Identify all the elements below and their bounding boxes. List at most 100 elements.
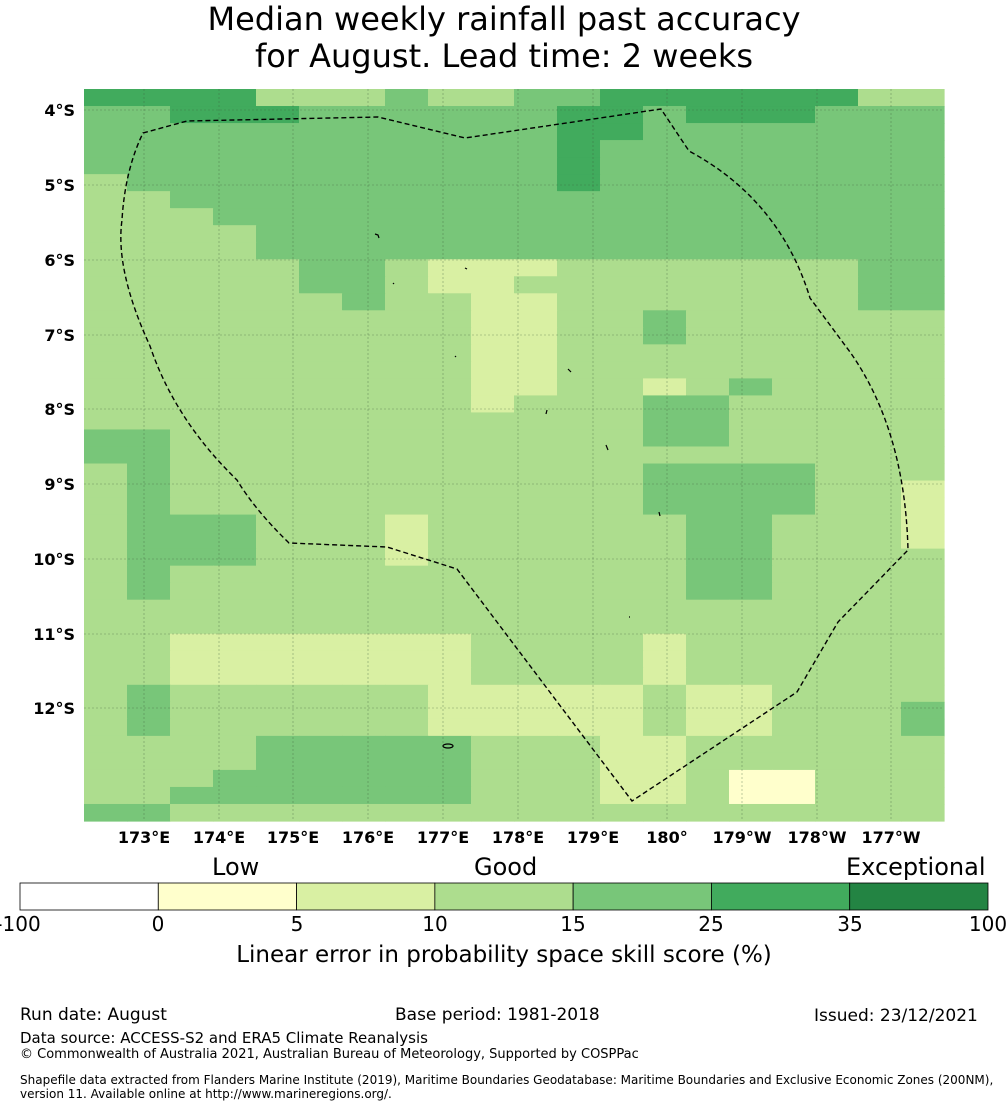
grid-cell (772, 599, 816, 618)
grid-cell (299, 531, 343, 550)
grid-cell (815, 735, 859, 754)
grid-cell (901, 565, 945, 584)
grid-cell (471, 140, 515, 158)
grid-cell (256, 480, 300, 499)
colorbar-tick-label: 100 (968, 912, 1008, 936)
grid-cell (815, 480, 859, 499)
grid-cell (471, 650, 515, 669)
grid-cell (729, 514, 773, 533)
grid-cell (256, 531, 300, 550)
grid-cell (213, 174, 257, 192)
grid-cell (256, 650, 300, 669)
grid-cell (84, 395, 128, 414)
grid-cell (385, 497, 429, 516)
grid-cell (858, 429, 902, 448)
grid-cell (901, 463, 945, 482)
grid-cell (428, 106, 472, 124)
grid-cell (772, 531, 816, 550)
grid-cell (686, 140, 730, 158)
grid-cell (127, 106, 171, 124)
colorbar-segment (711, 882, 851, 911)
longitude-label: 179°E (567, 828, 619, 847)
grid-cell (557, 548, 601, 567)
grid-cell (428, 786, 472, 805)
grid-cell (471, 497, 515, 516)
grid-cell (858, 684, 902, 703)
data-source: Data source: ACCESS-S2 and ERA5 Climate … (20, 1029, 428, 1047)
grid-cell (84, 174, 128, 192)
grid-cell (858, 344, 902, 362)
grid-cell (299, 293, 343, 311)
grid-cell (84, 599, 128, 618)
grid-cell (643, 497, 687, 516)
grid-cell (428, 395, 472, 414)
grid-cell (686, 565, 730, 584)
grid-cell (471, 106, 515, 124)
grid-cell (127, 89, 171, 107)
grid-cell (643, 191, 687, 209)
grid-cell (901, 361, 945, 379)
grid-cell (256, 157, 300, 175)
grid-cell (471, 191, 515, 209)
grid-cell (213, 667, 257, 686)
grid-cell (600, 667, 644, 686)
grid-cell (643, 735, 687, 754)
grid-cell (342, 429, 386, 448)
grid-cell (256, 310, 300, 328)
grid-cell (514, 412, 558, 431)
grid-cell (342, 650, 386, 669)
colorbar-tick-label: 5 (290, 912, 304, 936)
grid-cell (729, 650, 773, 669)
grid-cell (471, 769, 515, 788)
grid-cell (557, 242, 601, 260)
island-shape (567, 368, 572, 373)
grid-cell (170, 582, 214, 601)
grid-cell (256, 378, 300, 397)
grid-cell (643, 463, 687, 482)
grid-cell (213, 412, 257, 431)
grid-cell (127, 786, 171, 805)
shapefile-credit-line1: Shapefile data extracted from Flanders M… (20, 1073, 994, 1087)
grid-cell (127, 157, 171, 175)
grid-cell (385, 412, 429, 431)
grid-cell (772, 769, 816, 788)
grid-cell (213, 344, 257, 362)
grid-cell (729, 259, 773, 277)
grid-cell (84, 684, 128, 703)
grid-cell (858, 701, 902, 720)
grid-cell (686, 667, 730, 686)
grid-cell (299, 599, 343, 618)
grid-cell (686, 633, 730, 652)
grid-cell (385, 191, 429, 209)
grid-cell (256, 123, 300, 141)
grid-cell (428, 531, 472, 550)
grid-cell (514, 242, 558, 260)
grid-cell (127, 752, 171, 771)
grid-cell (471, 174, 515, 192)
grid-cell (170, 616, 214, 635)
grid-cell (858, 667, 902, 686)
grid-cell (729, 191, 773, 209)
grid-cell (815, 191, 859, 209)
island-shape (392, 282, 395, 285)
grid-cell (643, 429, 687, 448)
grid-cell (815, 616, 859, 635)
grid-cell (858, 89, 902, 107)
grid-cell (256, 463, 300, 482)
grid-cell (471, 667, 515, 686)
grid-cell (428, 208, 472, 226)
grid-cell (858, 463, 902, 482)
grid-cell (342, 548, 386, 567)
grid-cell (256, 752, 300, 771)
grid-cell (557, 582, 601, 601)
grid-cell (643, 395, 687, 414)
grid-cell (729, 242, 773, 260)
grid-cell (815, 157, 859, 175)
grid-cell (170, 701, 214, 720)
grid-cell (600, 327, 644, 345)
grid-cell (127, 650, 171, 669)
grid-cell (901, 497, 945, 516)
grid-cell (772, 293, 816, 311)
grid-cell (84, 327, 128, 345)
grid-cell (514, 344, 558, 362)
